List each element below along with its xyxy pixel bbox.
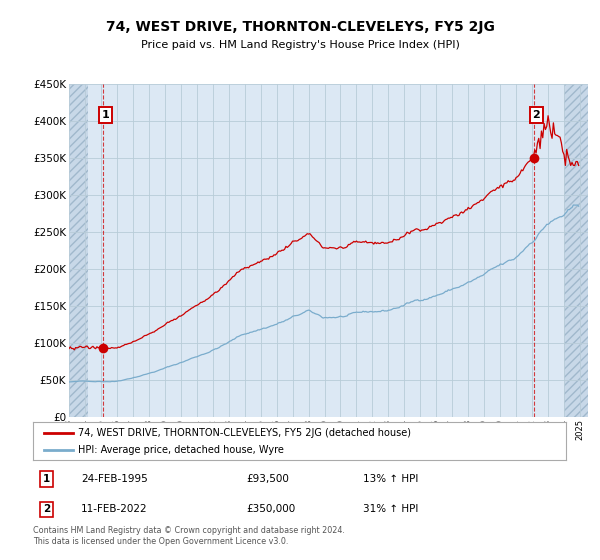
Text: 24-FEB-1995: 24-FEB-1995 xyxy=(81,474,148,484)
Text: 1: 1 xyxy=(101,110,109,120)
Text: 31% ↑ HPI: 31% ↑ HPI xyxy=(364,505,419,515)
Text: Price paid vs. HM Land Registry's House Price Index (HPI): Price paid vs. HM Land Registry's House … xyxy=(140,40,460,50)
Text: £350,000: £350,000 xyxy=(246,505,295,515)
Text: 74, WEST DRIVE, THORNTON-CLEVELEYS, FY5 2JG (detached house): 74, WEST DRIVE, THORNTON-CLEVELEYS, FY5 … xyxy=(78,427,411,437)
Text: £93,500: £93,500 xyxy=(246,474,289,484)
Text: 13% ↑ HPI: 13% ↑ HPI xyxy=(364,474,419,484)
Text: 2: 2 xyxy=(43,505,50,515)
Text: Contains HM Land Registry data © Crown copyright and database right 2024.
This d: Contains HM Land Registry data © Crown c… xyxy=(33,526,345,546)
Text: 74, WEST DRIVE, THORNTON-CLEVELEYS, FY5 2JG: 74, WEST DRIVE, THORNTON-CLEVELEYS, FY5 … xyxy=(106,20,494,34)
Text: 11-FEB-2022: 11-FEB-2022 xyxy=(81,505,148,515)
Text: HPI: Average price, detached house, Wyre: HPI: Average price, detached house, Wyre xyxy=(78,445,284,455)
Bar xyxy=(69,84,88,417)
Text: 1: 1 xyxy=(43,474,50,484)
Text: 2: 2 xyxy=(533,110,540,120)
Bar xyxy=(564,84,596,417)
